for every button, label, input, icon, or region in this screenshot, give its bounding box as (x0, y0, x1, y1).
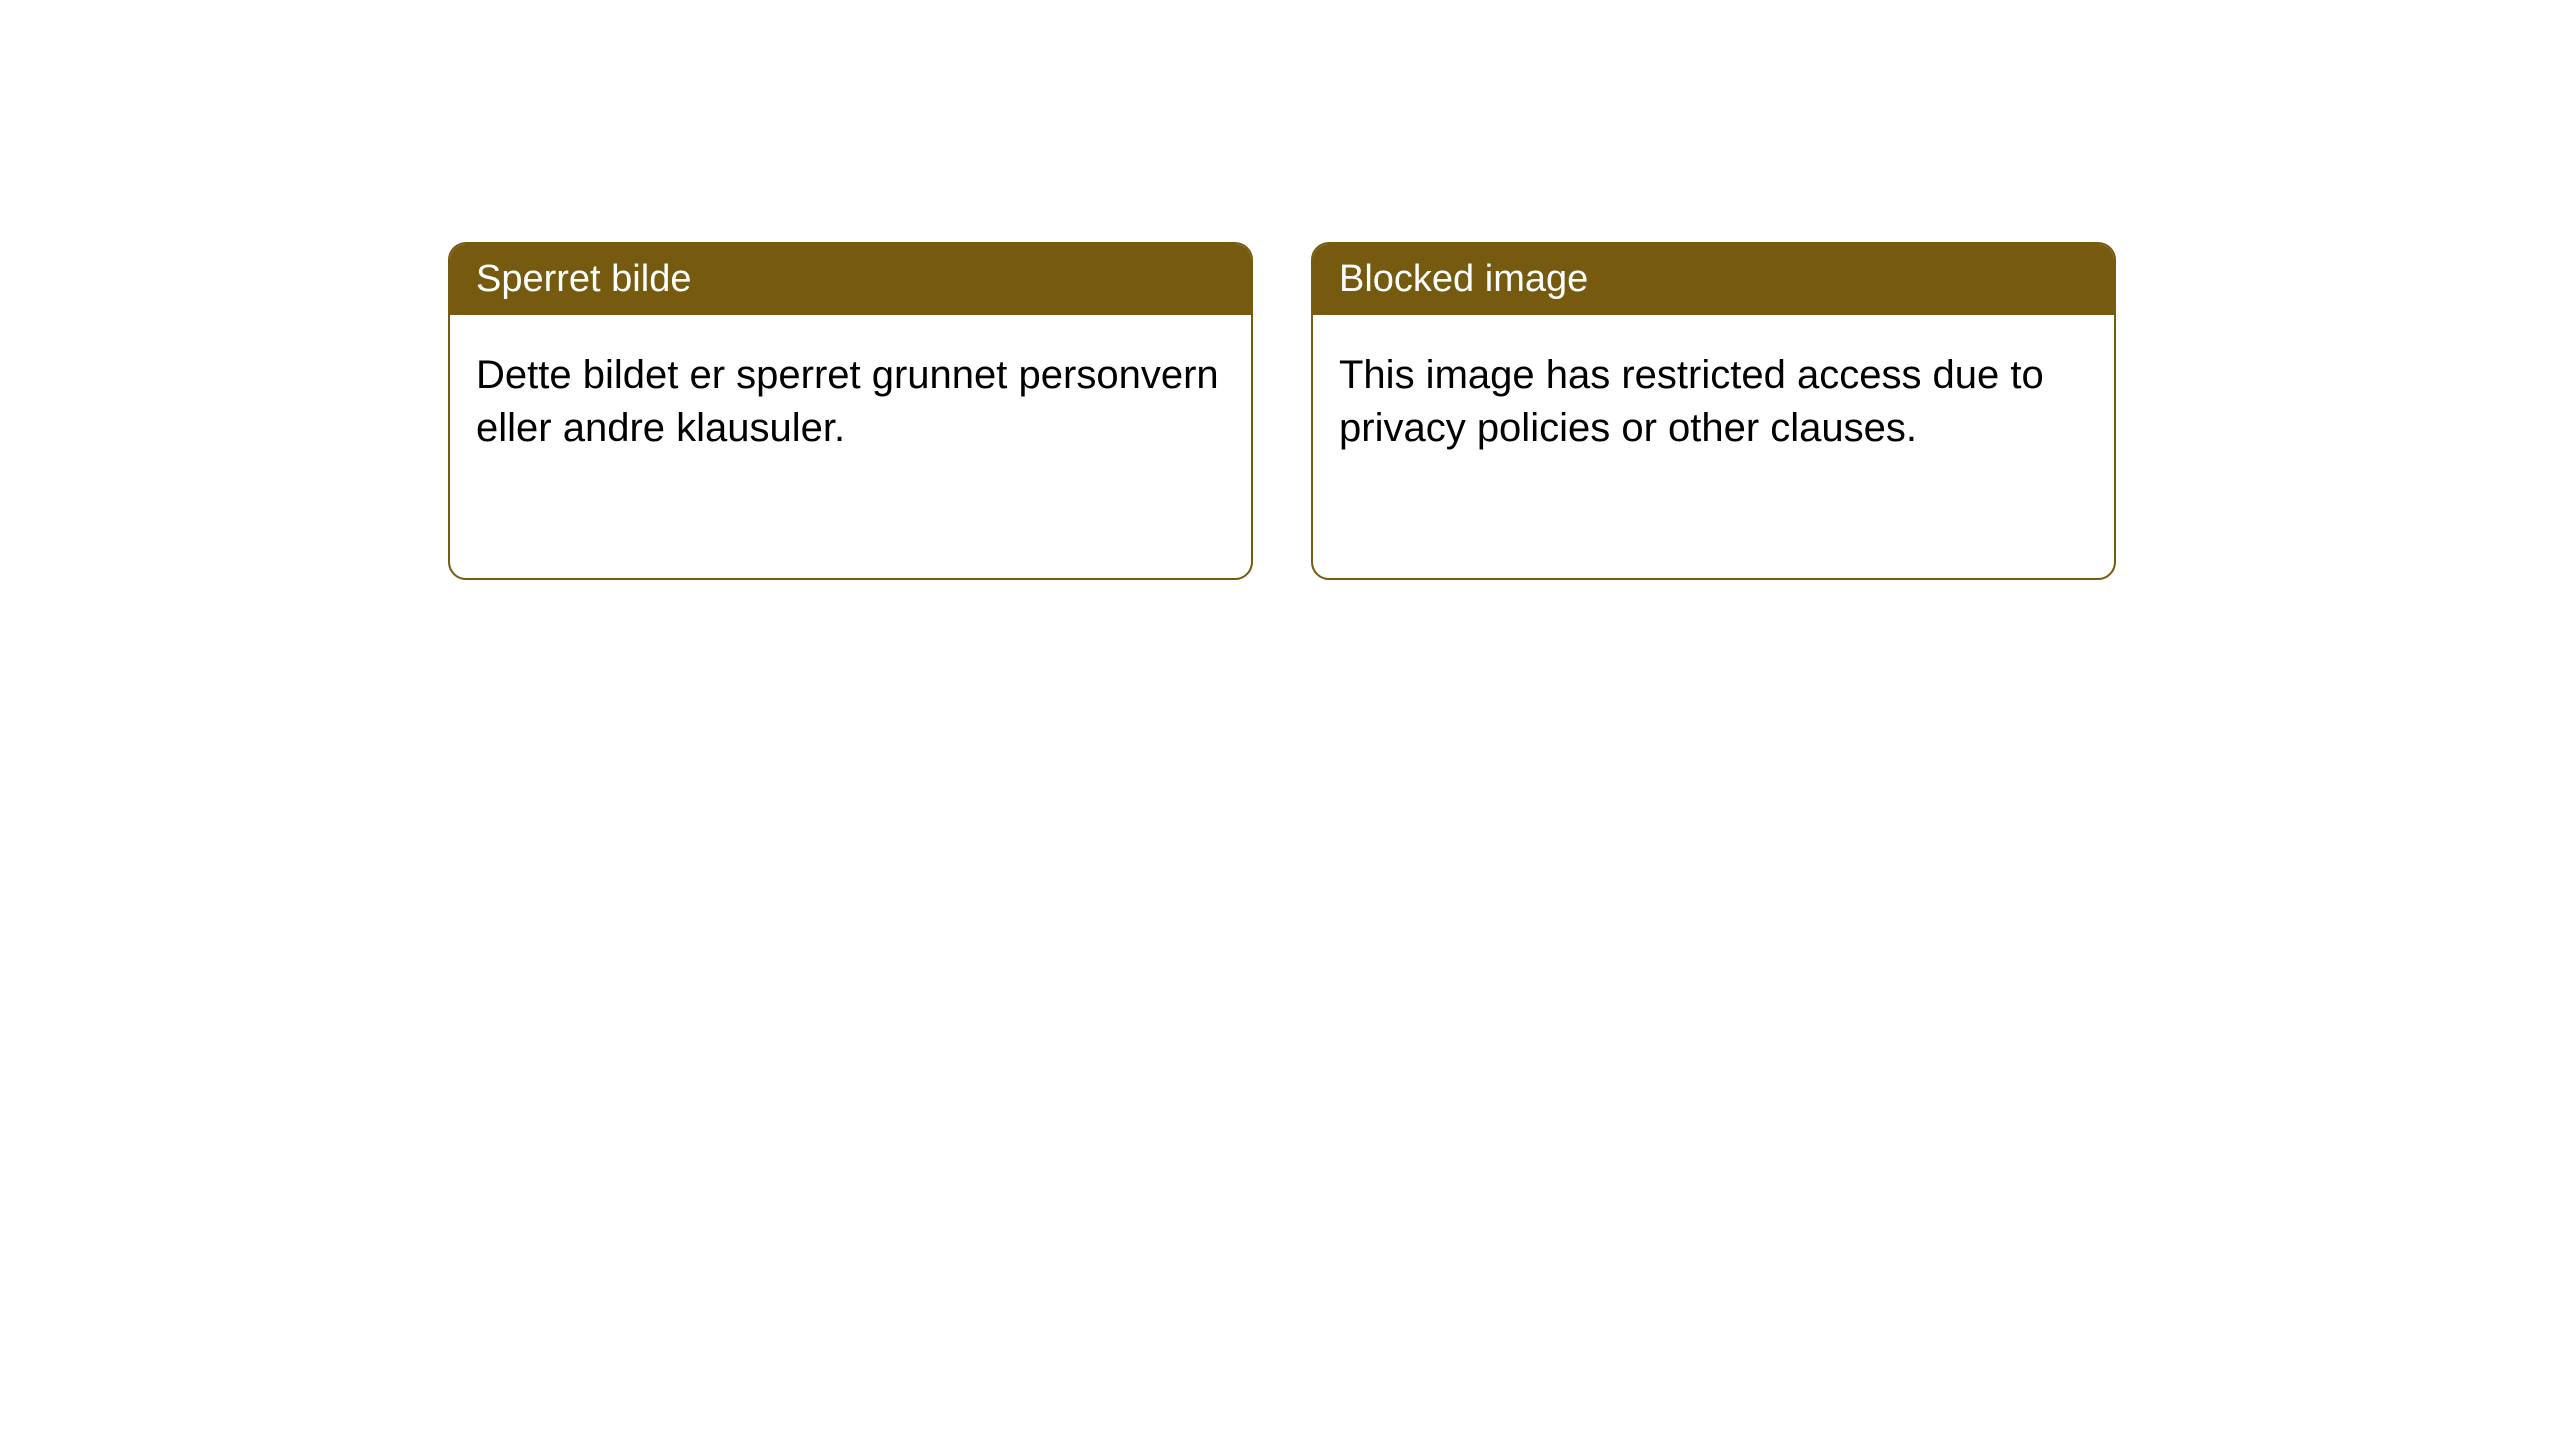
notice-card-english: Blocked image This image has restricted … (1311, 242, 2116, 580)
notice-body: This image has restricted access due to … (1313, 315, 2114, 489)
notice-body: Dette bildet er sperret grunnet personve… (450, 315, 1251, 489)
notice-card-norwegian: Sperret bilde Dette bildet er sperret gr… (448, 242, 1253, 580)
notice-message: This image has restricted access due to … (1339, 353, 2044, 450)
notice-title: Sperret bilde (476, 258, 691, 300)
notice-container: Sperret bilde Dette bildet er sperret gr… (448, 242, 2116, 580)
notice-header: Blocked image (1313, 244, 2114, 315)
notice-title: Blocked image (1339, 258, 1588, 300)
notice-message: Dette bildet er sperret grunnet personve… (476, 353, 1219, 450)
notice-header: Sperret bilde (450, 244, 1251, 315)
